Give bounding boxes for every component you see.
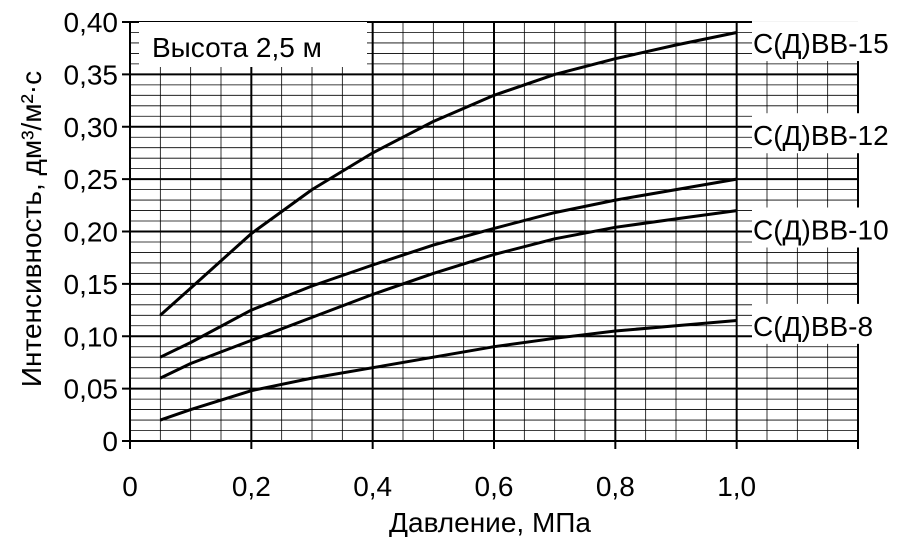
x-axis: 0 0,2 0,4 0,6 0,8 1,0 — [122, 441, 859, 502]
x-tick-label: 0,4 — [353, 471, 392, 502]
series-line-4 — [159, 319, 737, 422]
y-axis-label: Интенсивность, дм³/м²·с — [16, 71, 47, 387]
x-tick-label: 0,6 — [475, 471, 514, 502]
series-line-3 — [159, 209, 737, 380]
curve-label: С(Д)ВВ-10 — [753, 215, 889, 246]
x-tick-label: 0 — [122, 471, 138, 502]
curve-label-background — [752, 113, 898, 154]
x-axis-label: Давление, МПа — [389, 507, 591, 537]
y-tick-label: 0 — [102, 426, 118, 457]
y-tick-label: 0,20 — [64, 217, 119, 248]
curve-label-background — [752, 21, 898, 62]
y-tick-label: 0,25 — [64, 164, 119, 195]
y-tick-label: 0,40 — [64, 7, 119, 38]
curve-label: С(Д)ВВ-8 — [753, 311, 873, 342]
y-tick-label: 0,30 — [64, 112, 119, 143]
y-tick-label: 0,35 — [64, 59, 119, 90]
x-tick-label: 0,2 — [232, 471, 271, 502]
series-layer — [159, 31, 738, 422]
annotation-background — [139, 22, 367, 67]
x-tick-label: 0,8 — [596, 471, 635, 502]
chart-annotation: Высота 2,5 м — [152, 32, 322, 63]
y-axis: 0 0,05 0,10 0,15 0,20 0,25 0,30 0,35 0,40 — [64, 7, 130, 457]
curve-label: С(Д)ВВ-12 — [753, 120, 889, 151]
y-tick-label: 0,10 — [64, 321, 119, 352]
curve-label-background — [752, 207, 898, 248]
series-line-1 — [159, 31, 738, 317]
curve-label-background — [752, 303, 898, 344]
y-tick-label: 0,05 — [64, 374, 119, 405]
x-tick-label: 1,0 — [717, 471, 756, 502]
series-line-2 — [159, 177, 737, 359]
curve-labels: С(Д)ВВ-15 С(Д)ВВ-12 С(Д)ВВ-10 С(Д)ВВ-8 — [752, 21, 898, 344]
y-tick-label: 0,15 — [64, 269, 119, 300]
curve-label: С(Д)ВВ-15 — [753, 28, 889, 59]
